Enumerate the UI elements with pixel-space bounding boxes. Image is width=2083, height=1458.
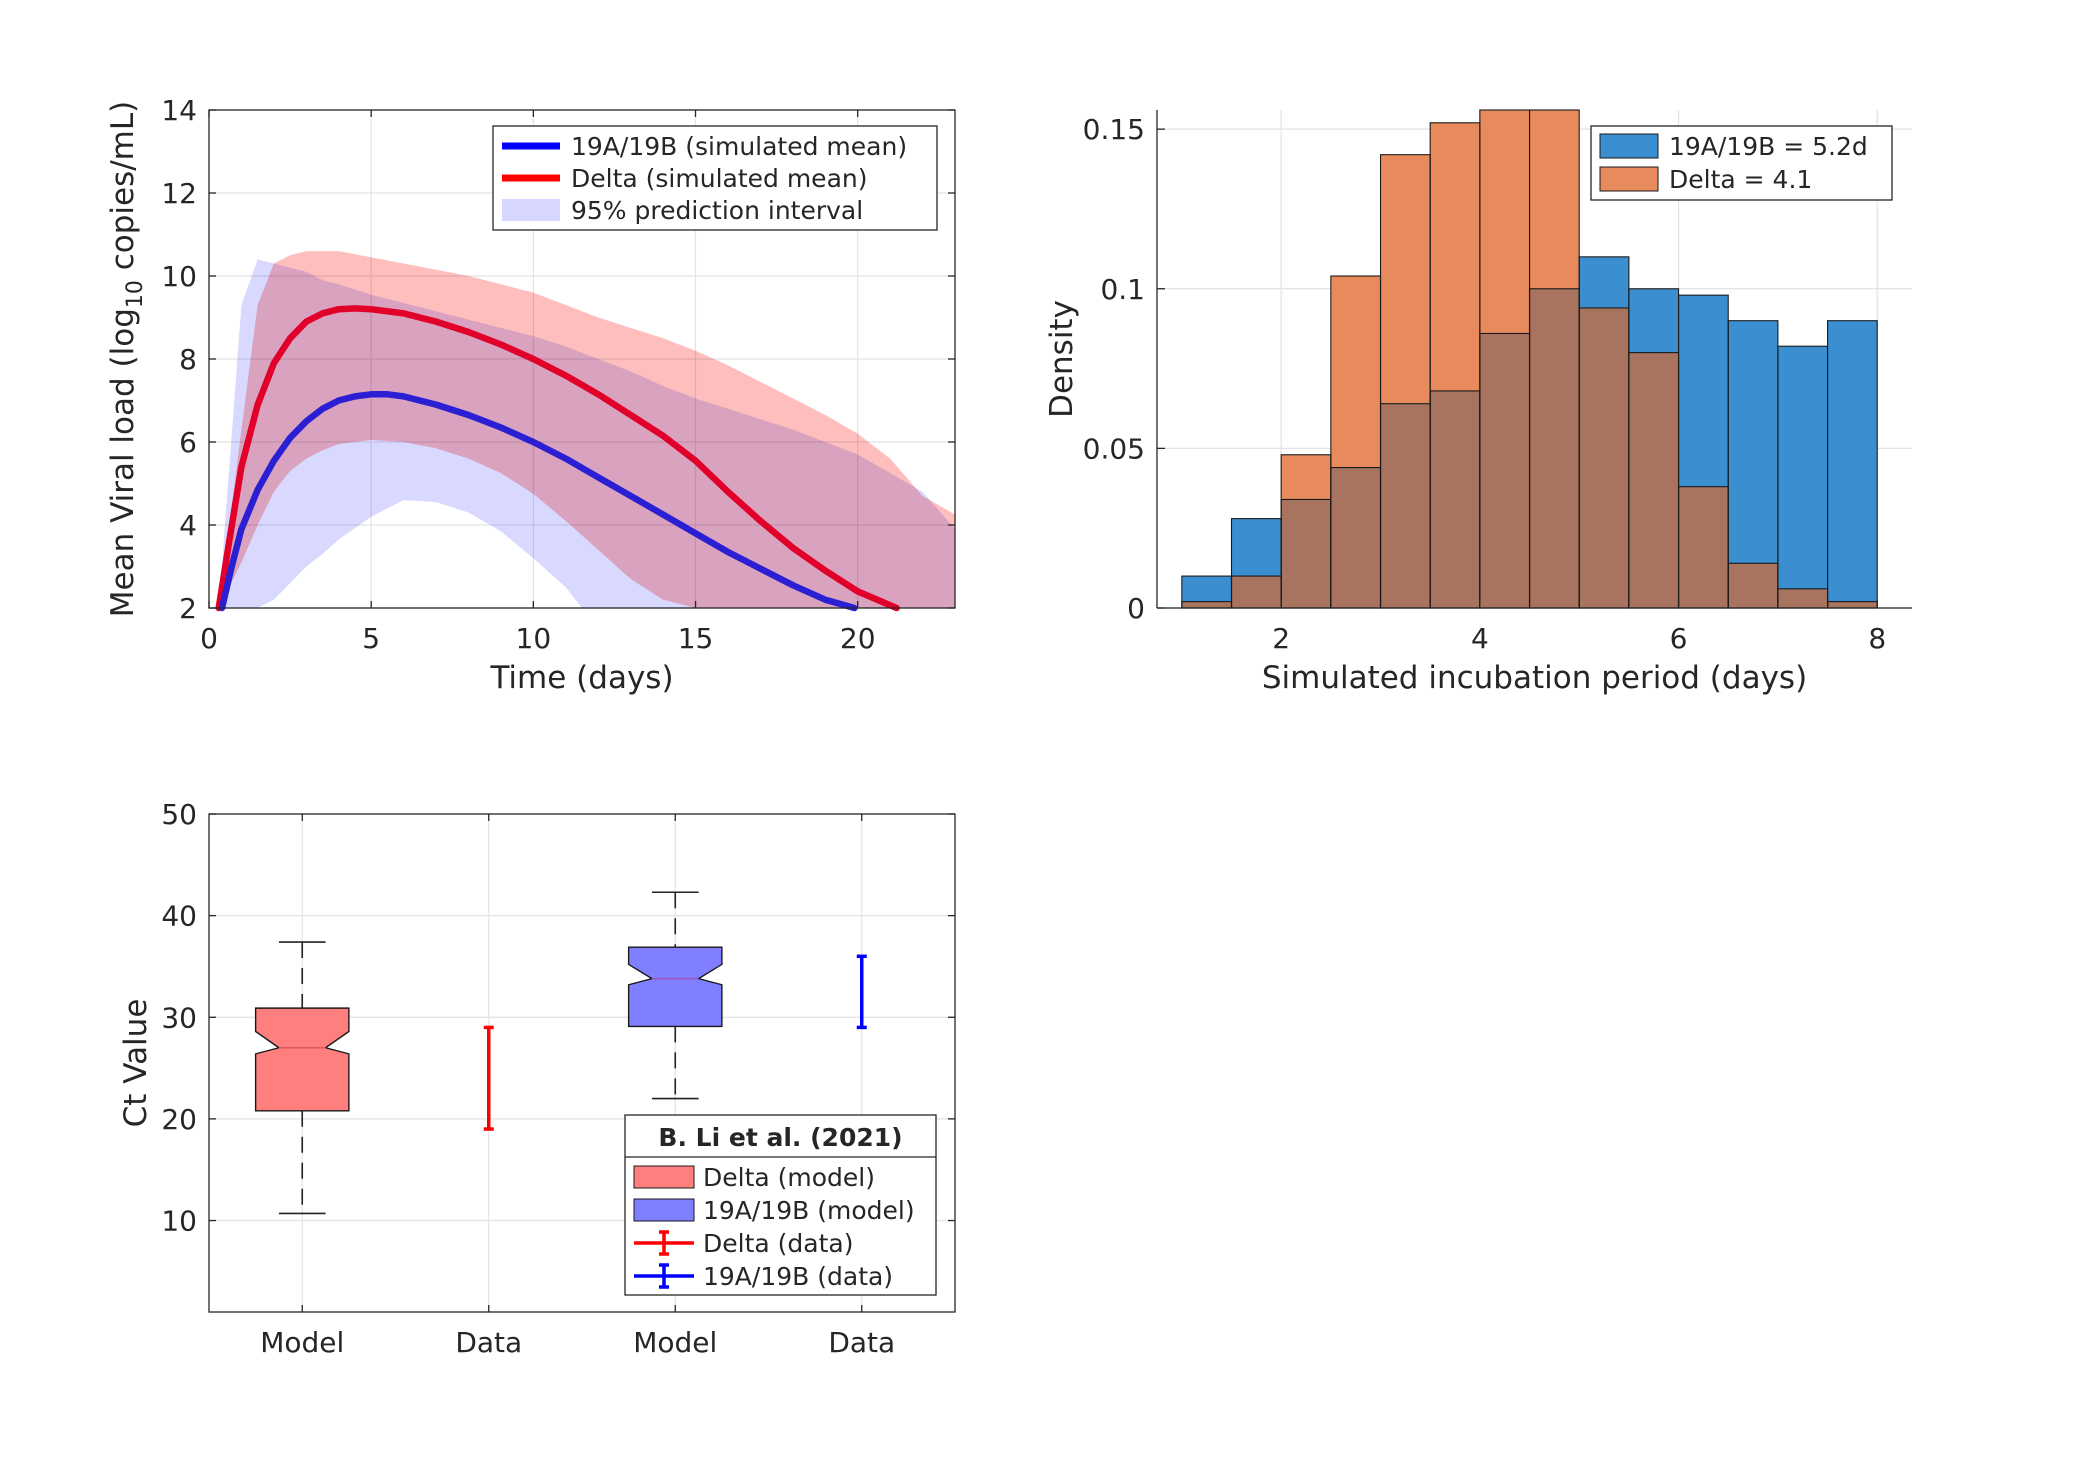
- incubation-histogram: 2 4 6 8 0 0.05 0.1 0.15 Simulated incubation per…: [1044, 109, 1912, 696]
- x-tick-label: 20: [840, 622, 876, 655]
- y-tick-label: 10: [161, 1205, 197, 1238]
- y-axis-label: Density: [1044, 300, 1080, 418]
- incubation-bar-delta: [1430, 122, 1480, 391]
- incubation-bar-delta: [1479, 110, 1530, 334]
- incubation-bar-overlap: [1628, 352, 1679, 608]
- incubation-bar-19a: [1579, 256, 1629, 308]
- x-tick-label: 5: [362, 622, 380, 655]
- y-tick-label: 0.1: [1100, 273, 1145, 306]
- axes-box: [208, 813, 956, 1313]
- y-tick-label: 40: [161, 900, 197, 933]
- incubation-bar-overlap: [1579, 307, 1629, 608]
- legend-label: 19A/19B (data): [703, 1262, 893, 1291]
- incubation-bar-overlap: [1281, 499, 1331, 608]
- legend-patch-swatch: [633, 1165, 695, 1189]
- viral-load-chart: 0 5 10 15 20 2 4 6 8 10 12 14 Time (days) Mean Viral …: [105, 94, 956, 696]
- incubation-bar-19a: [1181, 576, 1232, 602]
- incubation-bar-overlap: [1529, 288, 1580, 608]
- incubation-bar-19a: [1728, 320, 1778, 564]
- legend-label: Delta (model): [703, 1163, 875, 1192]
- legend-label: 95% prediction interval: [571, 196, 863, 225]
- y-tick-label: 14: [161, 94, 197, 127]
- legend-patch-swatch: [1599, 166, 1659, 192]
- y-tick-label: 20: [161, 1103, 197, 1136]
- incubation-bar-overlap: [1678, 486, 1729, 608]
- legend-label: Delta (data): [703, 1229, 853, 1258]
- x-tick-label: 6: [1670, 622, 1688, 655]
- y-tick-label: 0.05: [1083, 432, 1145, 465]
- x-tick-label: Data: [455, 1326, 522, 1359]
- y-tick-label: 6: [179, 426, 197, 459]
- y-tick-label: 0: [1127, 592, 1145, 625]
- x-tick-label: Data: [828, 1326, 895, 1359]
- legend-patch-swatch: [502, 199, 560, 221]
- incubation-bar-19a: [1678, 295, 1729, 487]
- 19a-model-box: [627, 946, 723, 1028]
- incubation-bar-overlap: [1231, 576, 1282, 608]
- incubation-bar-19a: [1231, 518, 1282, 577]
- legend-label: 19A/19B (simulated mean): [571, 132, 907, 161]
- incubation-bar-19a: [1628, 288, 1679, 353]
- x-tick-label: 2: [1272, 622, 1290, 655]
- y-axis-label: Ct Value: [118, 999, 154, 1128]
- y-tick-label: 10: [161, 260, 197, 293]
- x-axis-label: Time (days): [489, 660, 673, 696]
- incubation-bar-19a: [1777, 346, 1828, 589]
- y-tick-label: 0.15: [1083, 113, 1145, 146]
- y-tick-label: 4: [179, 509, 197, 542]
- delta-model-box: [254, 1007, 350, 1112]
- x-tick-label: 0: [200, 622, 218, 655]
- y-tick-label: 2: [179, 592, 197, 625]
- incubation-bar-delta: [1281, 454, 1331, 500]
- incubation-bar-overlap: [1430, 390, 1480, 608]
- incubation-bar-overlap: [1181, 601, 1232, 608]
- 19a-mean-line: [218, 391, 858, 612]
- incubation-bar-delta: [1330, 276, 1381, 468]
- x-axis-label: Simulated incubation period (days): [1262, 660, 1807, 696]
- incubation-bar-overlap: [1330, 467, 1381, 608]
- legend-box: [492, 125, 938, 231]
- y-tick-label: 50: [161, 798, 197, 831]
- legend-title: B. Li et al. (2021): [658, 1123, 902, 1152]
- ct-value-boxplot: Model Data Model Data 10 20 30 40 50 Ct Value B. L…: [118, 798, 956, 1359]
- x-tick-label: 15: [678, 622, 714, 655]
- incubation-bar-overlap: [1728, 563, 1778, 608]
- incubation-bar-overlap: [1380, 403, 1431, 608]
- x-tick-label: 10: [516, 622, 552, 655]
- y-tick-label: 8: [179, 343, 197, 376]
- legend-label: Delta = 4.1: [1669, 165, 1812, 194]
- x-tick-label: 8: [1868, 622, 1886, 655]
- incubation-bar-overlap: [1479, 333, 1530, 608]
- legend-label: Delta (simulated mean): [571, 164, 867, 193]
- incubation-bar-19a: [1827, 320, 1878, 602]
- legend-patch-swatch: [633, 1198, 695, 1222]
- incubation-bar-delta: [1529, 110, 1580, 289]
- legend-patch-swatch: [1599, 133, 1659, 159]
- prediction-band-delta: [218, 251, 955, 608]
- delta-mean-line: [215, 305, 900, 612]
- legend-label: 19A/19B = 5.2d: [1669, 132, 1868, 161]
- y-axis-label: Mean Viral load (log10 copies/mL): [105, 101, 148, 618]
- x-tick-label: Model: [633, 1326, 717, 1359]
- incubation-bar-delta: [1380, 154, 1431, 404]
- legend-label: 19A/19B (model): [703, 1196, 915, 1225]
- x-tick-label: 4: [1471, 622, 1489, 655]
- x-tick-label: Model: [260, 1326, 344, 1359]
- incubation-bar-overlap: [1827, 601, 1878, 608]
- incubation-bar-overlap: [1777, 588, 1828, 608]
- y-tick-label: 30: [161, 1001, 197, 1034]
- y-tick-label: 12: [161, 177, 197, 210]
